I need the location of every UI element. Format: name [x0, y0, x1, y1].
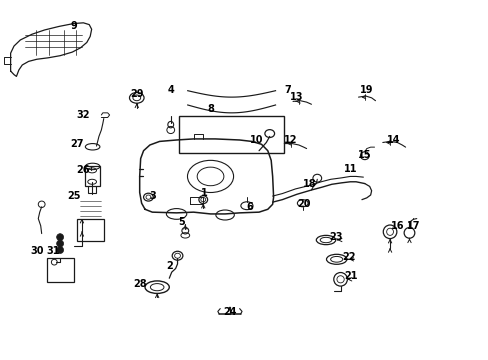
- Bar: [46, 258, 74, 282]
- Text: 22: 22: [342, 252, 355, 262]
- Bar: [179, 116, 284, 153]
- Text: 8: 8: [207, 104, 214, 113]
- Text: 24: 24: [223, 307, 236, 317]
- Bar: [77, 219, 103, 241]
- Text: 10: 10: [249, 135, 263, 145]
- Text: 15: 15: [357, 150, 371, 160]
- Text: 11: 11: [343, 163, 356, 174]
- Bar: [85, 166, 100, 186]
- Text: 17: 17: [406, 221, 419, 231]
- Circle shape: [57, 240, 63, 247]
- Text: 9: 9: [70, 21, 77, 31]
- Text: 23: 23: [328, 232, 342, 242]
- Text: 26: 26: [77, 165, 90, 175]
- Text: 3: 3: [149, 191, 155, 201]
- Text: 2: 2: [165, 261, 172, 271]
- Text: 20: 20: [296, 199, 310, 209]
- Text: 21: 21: [344, 271, 357, 282]
- Text: 27: 27: [70, 139, 83, 149]
- Text: 7: 7: [284, 85, 291, 95]
- Text: 25: 25: [67, 191, 81, 201]
- Text: 28: 28: [133, 279, 147, 289]
- Text: 13: 13: [289, 92, 303, 102]
- Bar: [88, 182, 96, 193]
- Circle shape: [57, 247, 63, 253]
- Text: 18: 18: [303, 179, 316, 189]
- Text: 29: 29: [130, 89, 143, 99]
- Text: 4: 4: [167, 85, 174, 95]
- Text: 31: 31: [46, 247, 60, 256]
- Text: 14: 14: [386, 135, 400, 145]
- Circle shape: [57, 234, 63, 240]
- Text: 1: 1: [201, 188, 208, 198]
- Text: 6: 6: [245, 202, 252, 212]
- Text: 5: 5: [178, 217, 184, 227]
- Text: 12: 12: [283, 135, 297, 145]
- Text: 19: 19: [359, 85, 373, 95]
- Text: 16: 16: [390, 221, 403, 231]
- Text: 32: 32: [77, 110, 90, 120]
- Text: 30: 30: [30, 247, 43, 256]
